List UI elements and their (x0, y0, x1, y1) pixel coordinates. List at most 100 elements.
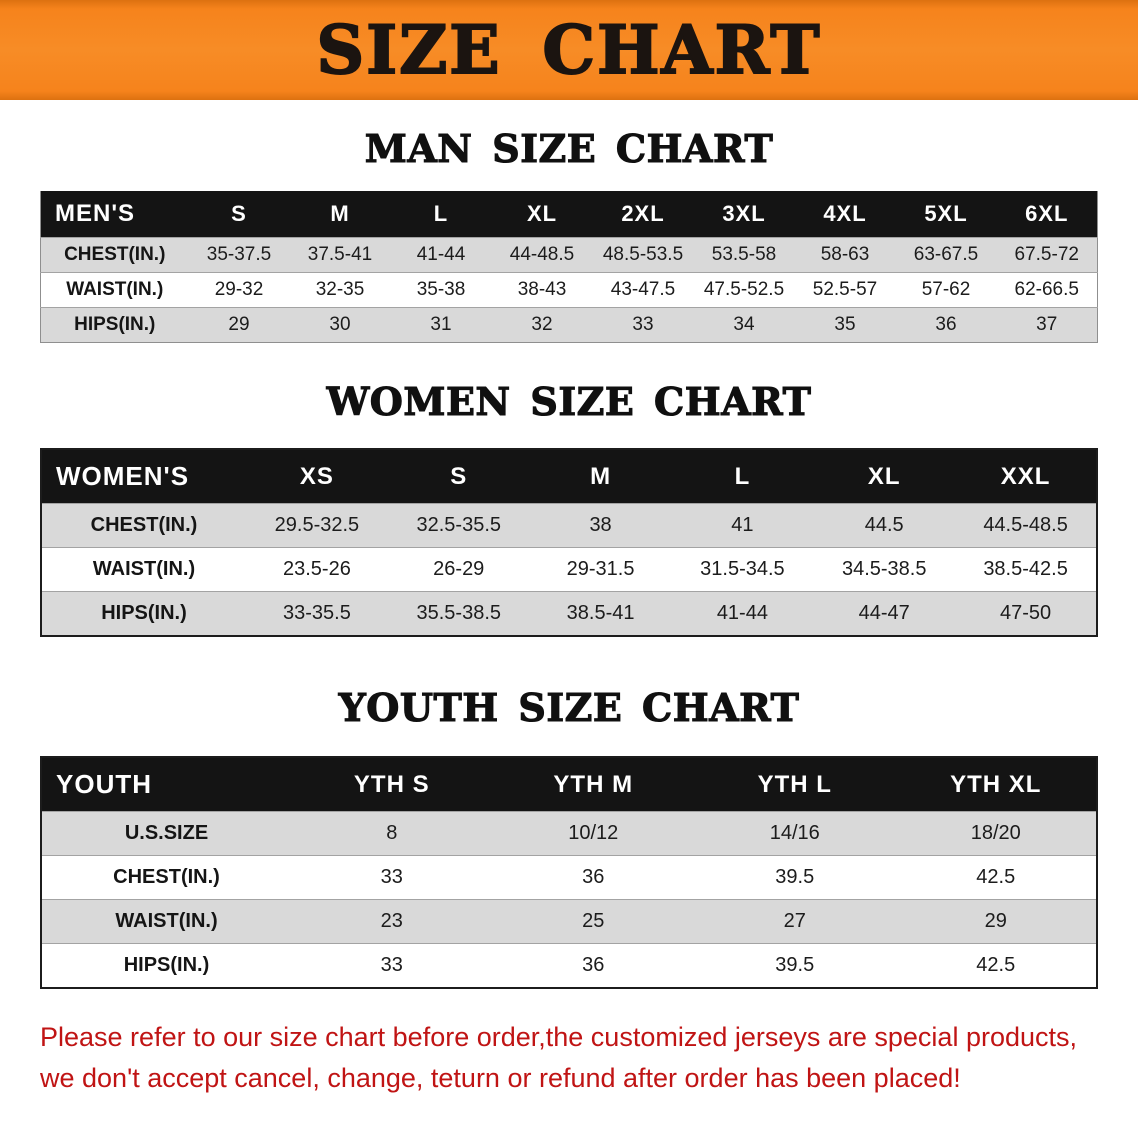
disclaimer-line-2: we don't accept cancel, change, teturn o… (40, 1062, 961, 1093)
measurement-label: CHEST(IN.) (113, 866, 220, 888)
size-value: 44.5-48.5 (983, 514, 1068, 536)
size-value: 58-63 (820, 244, 870, 265)
table-row: U.S.SIZE 8 10/12 14/16 18/20 (41, 811, 1097, 856)
table-corner-label: WOMEN'S (41, 449, 246, 504)
header-row: WOMEN'S XS S M L XL XXL (41, 449, 1097, 504)
women-size-table: WOMEN'S XS S M L XL XXL CHEST(IN.) 29.5-32.5 32.5… (40, 448, 1098, 637)
size-column-header: YTH L (694, 757, 896, 812)
size-value: 32-35 (315, 279, 365, 300)
measurement-label: HIPS(IN.) (101, 602, 187, 624)
disclaimer-note: Please refer to our size chart before or… (0, 1017, 1138, 1098)
size-value: 29 (984, 910, 1007, 932)
measurement-label: U.S.SIZE (124, 822, 209, 844)
measurement-label: HIPS(IN.) (123, 954, 210, 976)
size-value: 29-32 (214, 279, 264, 300)
size-column-header: XS (246, 449, 388, 504)
size-value: 33 (632, 314, 654, 335)
table-row: WAIST(IN.) 23.5-26 26-29 29-31.5 31.5-34.5 34… (41, 547, 1097, 592)
table-row: CHEST(IN.) 29.5-32.5 32.5-35.5 38 41 44.5 44.5… (41, 503, 1097, 548)
size-value: 23 (380, 910, 403, 932)
size-value: 57-62 (921, 279, 971, 300)
measurement-label: WAIST(IN.) (66, 279, 164, 300)
size-value: 32.5-35.5 (416, 514, 501, 536)
size-column-header: L (671, 449, 814, 504)
size-value: 47-50 (999, 602, 1052, 624)
measurement-label: HIPS(IN.) (74, 314, 156, 335)
size-value: 36 (582, 866, 605, 888)
size-value: 36 (582, 954, 605, 976)
size-value: 27 (783, 910, 806, 932)
size-column-header: M (289, 191, 391, 238)
table-row: HIPS(IN.) 33 36 39.5 42.5 (41, 943, 1097, 988)
size-value: 43-47.5 (610, 279, 676, 300)
size-value: 53.5-58 (711, 244, 777, 265)
measurement-label: CHEST(IN.) (64, 244, 166, 265)
size-value: 31 (430, 314, 452, 335)
size-value: 44-48.5 (509, 244, 575, 265)
size-value: 35-37.5 (206, 244, 272, 265)
disclaimer-line-1: Please refer to our size chart before or… (40, 1022, 1078, 1052)
size-value: 41-44 (416, 244, 466, 265)
table-row: WAIST(IN.) 29-32 32-35 35-38 38-43 43-47.5 47.… (40, 272, 1098, 308)
size-column-header: M (529, 449, 672, 504)
size-value: 34 (733, 314, 755, 335)
size-value: 32 (531, 314, 553, 335)
men-size-table: MEN'S S M L XL 2XL 3XL 4XL 5XL 6XL CHEST(IN.) 35-37… (40, 191, 1098, 343)
size-value: 41-44 (716, 602, 768, 624)
size-value: 42.5 (976, 954, 1016, 976)
size-column-header: 5XL (895, 191, 997, 238)
size-value: 25 (582, 910, 605, 932)
table-row: HIPS(IN.) 29 30 31 32 33 34 35 36 37 (40, 307, 1098, 343)
size-value: 44.5 (864, 514, 904, 536)
size-column-header: YTH S (291, 757, 493, 812)
size-value: 47.5-52.5 (703, 279, 785, 300)
size-column-header: 4XL (794, 191, 896, 238)
size-column-header: 2XL (592, 191, 694, 238)
table-row: CHEST(IN.) 35-37.5 37.5-41 41-44 44-48.5 48.5… (40, 237, 1098, 273)
size-value: 39.5 (775, 954, 815, 976)
size-value: 14/16 (769, 822, 820, 844)
title-banner: SIZE CHART (0, 0, 1138, 100)
header-row: MEN'S S M L XL 2XL 3XL 4XL 5XL 6XL (40, 191, 1098, 238)
size-column-header: YTH XL (895, 757, 1097, 812)
size-value: 63-67.5 (913, 244, 979, 265)
size-value: 29 (228, 314, 250, 335)
size-value: 29-31.5 (566, 558, 635, 580)
size-value: 30 (329, 314, 351, 335)
measurement-label: WAIST(IN.) (92, 558, 196, 580)
size-column-header: XL (813, 449, 956, 504)
table-row: WAIST(IN.) 23 25 27 29 (41, 899, 1097, 944)
size-value: 10/12 (568, 822, 619, 844)
size-value: 36 (935, 314, 957, 335)
size-value: 23.5-26 (282, 558, 351, 580)
size-column-header: S (188, 191, 290, 238)
men-section-heading: MAN SIZE CHART (364, 125, 774, 171)
size-value: 67.5-72 (1014, 244, 1079, 265)
size-value: 35.5-38.5 (416, 602, 501, 624)
size-value: 35 (834, 314, 856, 335)
size-value: 31.5-34.5 (700, 558, 785, 580)
size-value: 48.5-53.5 (602, 244, 684, 265)
table-corner-label: MEN'S (40, 191, 189, 238)
youth-section-heading: YOUTH SIZE CHART (338, 684, 800, 730)
table-row: CHEST(IN.) 33 36 39.5 42.5 (41, 855, 1097, 900)
table-corner-label: YOUTH (41, 757, 291, 812)
size-value: 33 (380, 866, 403, 888)
size-value: 18/20 (970, 822, 1021, 844)
size-column-header: L (390, 191, 492, 238)
women-section-heading: WOMEN SIZE CHART (326, 378, 812, 424)
size-value: 62-66.5 (1014, 279, 1079, 300)
header-row: YOUTH YTH S YTH M YTH L YTH XL (41, 757, 1097, 812)
youth-section: YOUTH SIZE CHART YOUTH YTH S YTH M YTH L YTH… (0, 684, 1138, 989)
youth-size-table: YOUTH YTH S YTH M YTH L YTH XL U.S.SIZE 8 10/12… (40, 756, 1098, 989)
size-value: 38-43 (517, 279, 567, 300)
size-value: 37 (1036, 314, 1058, 335)
size-value: 39.5 (775, 866, 815, 888)
size-value: 42.5 (976, 866, 1016, 888)
table-row: HIPS(IN.) 33-35.5 35.5-38.5 38.5-41 41-44 44-… (41, 591, 1097, 636)
size-column-header: 3XL (693, 191, 795, 238)
size-value: 8 (386, 822, 398, 844)
size-value: 33-35.5 (282, 602, 351, 624)
size-column-header: XXL (955, 449, 1097, 504)
